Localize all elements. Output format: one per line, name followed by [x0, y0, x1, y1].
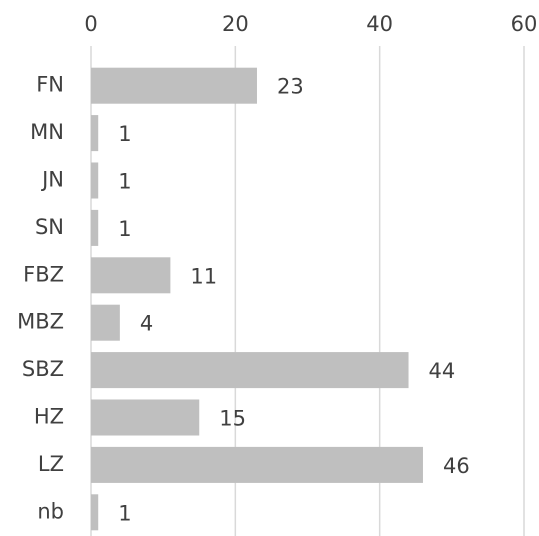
x-tick-label: 60	[511, 12, 538, 36]
value-label: 15	[219, 407, 246, 431]
value-label: 44	[429, 359, 456, 383]
bar	[91, 494, 99, 531]
bar	[91, 115, 99, 152]
y-tick-label: HZ	[34, 405, 64, 429]
value-label: 4	[140, 312, 153, 336]
bar	[91, 304, 120, 341]
bar	[91, 162, 99, 199]
bar	[91, 257, 171, 294]
bar	[91, 399, 200, 436]
y-tick-label: FBZ	[23, 262, 64, 286]
y-tick-label: FN	[36, 73, 64, 97]
x-tick-label: 20	[222, 12, 249, 36]
value-label: 1	[118, 170, 131, 194]
x-tick-label: 0	[84, 12, 97, 36]
x-tick-label: 40	[366, 12, 393, 36]
y-tick-label: SN	[35, 215, 64, 239]
y-tick-label: nb	[37, 499, 64, 523]
value-label: 46	[443, 454, 470, 478]
bar	[91, 209, 99, 246]
value-label: 1	[118, 217, 131, 241]
y-tick-label: LZ	[38, 452, 64, 476]
value-label: 23	[277, 75, 304, 99]
bar	[91, 352, 409, 389]
value-label: 11	[190, 264, 217, 288]
y-tick-label: MBZ	[17, 310, 64, 334]
bar	[91, 446, 423, 483]
value-label: 1	[118, 122, 131, 146]
bar	[91, 67, 257, 104]
y-tick-label: MN	[30, 120, 64, 144]
y-tick-label: SBZ	[22, 357, 64, 381]
y-tick-label: JN	[40, 168, 64, 192]
value-label: 1	[118, 501, 131, 525]
